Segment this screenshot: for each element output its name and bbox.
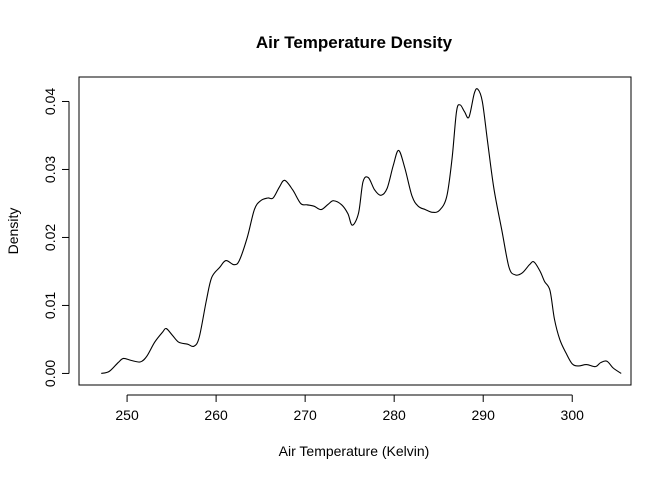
y-axis-label: Density [5,208,21,255]
x-tick-label: 260 [204,407,228,423]
y-tick-label: 0.00 [42,360,58,387]
y-tick-label: 0.03 [42,156,58,183]
y-tick-label: 0.04 [42,88,58,115]
x-axis: 250 260 270 280 290 300 [115,394,585,423]
x-tick-label: 300 [561,407,585,423]
x-tick-label: 270 [293,407,317,423]
chart-title: Air Temperature Density [256,33,453,52]
density-line [101,88,622,374]
series-layer [101,88,622,374]
plot-frame [78,76,632,386]
x-tick-label: 280 [382,407,406,423]
y-tick-label: 0.02 [42,224,58,251]
y-tick-label: 0.01 [42,292,58,319]
y-axis: 0.00 0.01 0.02 0.03 0.04 [42,88,70,387]
x-tick-label: 290 [472,407,496,423]
x-axis-label: Air Temperature (Kelvin) [279,443,430,459]
x-tick-label: 250 [115,407,139,423]
